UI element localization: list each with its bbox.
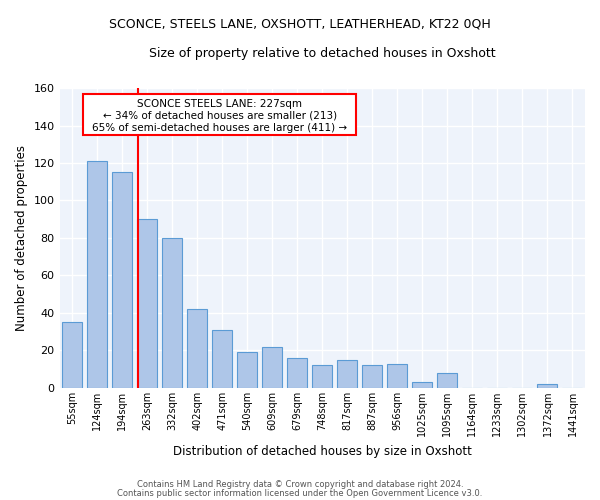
Y-axis label: Number of detached properties: Number of detached properties <box>15 145 28 331</box>
Text: SCONCE, STEELS LANE, OXSHOTT, LEATHERHEAD, KT22 0QH: SCONCE, STEELS LANE, OXSHOTT, LEATHERHEA… <box>109 18 491 30</box>
Bar <box>362 366 382 388</box>
Text: Contains public sector information licensed under the Open Government Licence v3: Contains public sector information licen… <box>118 489 482 498</box>
Bar <box>388 364 407 388</box>
Bar <box>538 384 557 388</box>
Text: Contains HM Land Registry data © Crown copyright and database right 2024.: Contains HM Land Registry data © Crown c… <box>137 480 463 489</box>
Text: SCONCE STEELS LANE: 227sqm: SCONCE STEELS LANE: 227sqm <box>137 98 302 108</box>
Bar <box>237 352 257 388</box>
Text: 65% of semi-detached houses are larger (411) →: 65% of semi-detached houses are larger (… <box>92 122 347 132</box>
Bar <box>62 322 82 388</box>
Bar <box>262 346 282 388</box>
Bar <box>412 382 433 388</box>
Bar <box>162 238 182 388</box>
Bar <box>187 309 207 388</box>
Bar <box>312 366 332 388</box>
Title: Size of property relative to detached houses in Oxshott: Size of property relative to detached ho… <box>149 48 496 60</box>
Bar <box>137 219 157 388</box>
Bar <box>112 172 132 388</box>
Bar <box>287 358 307 388</box>
FancyBboxPatch shape <box>83 94 356 134</box>
Bar <box>87 161 107 388</box>
Text: ← 34% of detached houses are smaller (213): ← 34% of detached houses are smaller (21… <box>103 110 337 120</box>
X-axis label: Distribution of detached houses by size in Oxshott: Distribution of detached houses by size … <box>173 444 472 458</box>
Bar <box>337 360 358 388</box>
Bar <box>437 373 457 388</box>
Bar <box>212 330 232 388</box>
